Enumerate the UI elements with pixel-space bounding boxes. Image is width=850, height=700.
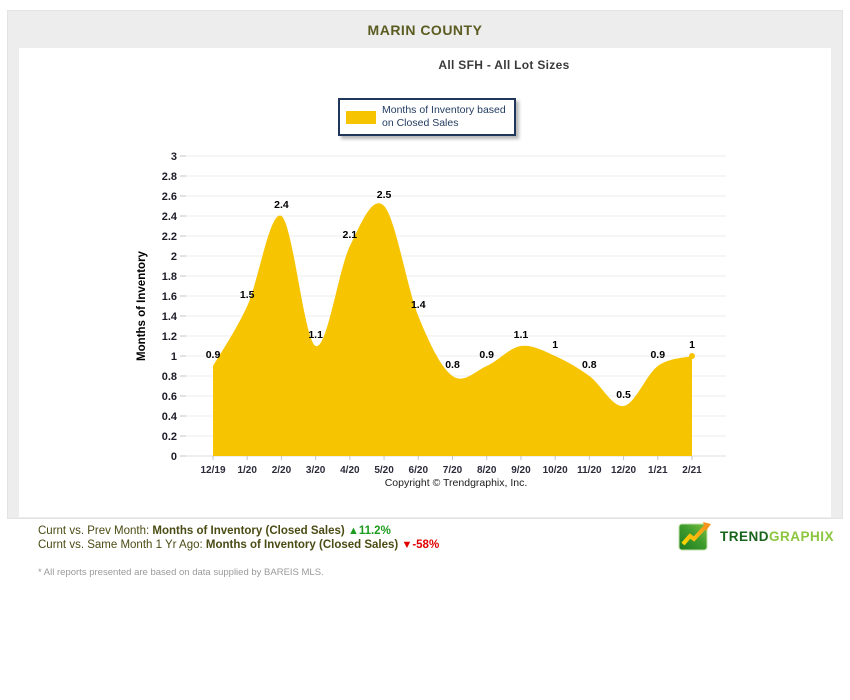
svg-text:12/19: 12/19 <box>200 465 225 476</box>
trendgraphix-logo: TRENDGRAPHIX <box>678 520 834 552</box>
legend-label: Months of Inventory based on Closed Sale… <box>382 104 506 130</box>
svg-text:7/20: 7/20 <box>443 465 463 476</box>
svg-text:1.5: 1.5 <box>240 289 255 301</box>
svg-text:3: 3 <box>171 151 177 163</box>
stat-year-ago: Curnt vs. Same Month 1 Yr Ago: Months of… <box>38 538 439 552</box>
svg-text:0.6: 0.6 <box>162 391 177 403</box>
inventory-area-chart: Months of Inventory 0 0.2 0.4 0.6 0.8 1 1.2 1.4… <box>136 151 726 476</box>
chart-subtitle: All SFH - All Lot Sizes <box>438 58 570 72</box>
stat-prefix: Curnt vs. Same Month 1 Yr Ago: <box>38 539 206 551</box>
stat-prefix: Curnt vs. Prev Month: <box>38 525 153 537</box>
area-series <box>213 203 695 456</box>
svg-text:1.4: 1.4 <box>411 299 426 311</box>
svg-text:2/21: 2/21 <box>682 465 702 476</box>
stat-metric: Months of Inventory (Closed Sales) <box>152 525 348 537</box>
legend-swatch-icon <box>346 110 376 124</box>
svg-text:12/20: 12/20 <box>611 465 636 476</box>
comparison-stats: Curnt vs. Prev Month: Months of Inventor… <box>38 524 439 552</box>
svg-text:2.1: 2.1 <box>343 229 358 241</box>
svg-text:2.5: 2.5 <box>377 189 392 201</box>
svg-text:1.8: 1.8 <box>162 271 177 283</box>
svg-text:10/20: 10/20 <box>543 465 568 476</box>
svg-text:1.1: 1.1 <box>514 329 529 341</box>
copyright-note: Copyright © Trendgraphix, Inc. <box>384 477 528 489</box>
svg-text:11/20: 11/20 <box>577 465 602 476</box>
svg-text:1/20: 1/20 <box>237 465 257 476</box>
svg-text:6/20: 6/20 <box>409 465 429 476</box>
svg-text:1: 1 <box>552 339 558 351</box>
chart-legend: Months of Inventory based on Closed Sale… <box>338 98 516 137</box>
svg-text:0.8: 0.8 <box>162 371 177 383</box>
svg-text:1.1: 1.1 <box>308 329 323 341</box>
svg-text:1/21: 1/21 <box>648 465 668 476</box>
svg-text:3/20: 3/20 <box>306 465 326 476</box>
svg-text:0.8: 0.8 <box>582 359 597 371</box>
svg-text:9/20: 9/20 <box>511 465 531 476</box>
svg-text:0.2: 0.2 <box>162 431 177 443</box>
svg-text:0: 0 <box>171 451 177 463</box>
svg-text:2/20: 2/20 <box>272 465 292 476</box>
chart-panel: All SFH - All Lot Sizes Months of Invent… <box>19 48 831 517</box>
stat-value: 11.2% <box>358 525 391 537</box>
svg-text:2.2: 2.2 <box>162 231 177 243</box>
svg-text:8/20: 8/20 <box>477 465 497 476</box>
y-axis-labels: 0 0.2 0.4 0.6 0.8 1 1.2 1.4 1.6 1.8 2 2.2 2.4 2.6 2.8 3 <box>162 151 178 463</box>
svg-text:1.2: 1.2 <box>162 331 177 343</box>
report-frame: MARIN COUNTY All SFH - All Lot Sizes Mon… <box>7 10 843 519</box>
svg-text:1.6: 1.6 <box>162 291 177 303</box>
data-source-footnote: * All reports presented are based on dat… <box>38 567 324 578</box>
svg-text:2.4: 2.4 <box>162 211 178 223</box>
stat-value: -58% <box>412 539 440 551</box>
up-arrow-icon: ▲ <box>347 525 359 537</box>
svg-text:2: 2 <box>171 251 177 263</box>
svg-text:5/20: 5/20 <box>374 465 394 476</box>
y-axis-title: Months of Inventory <box>136 250 148 360</box>
svg-text:2.4: 2.4 <box>274 199 289 211</box>
chart-area: Months of Inventory 0 0.2 0.4 0.6 0.8 1 1.2 1.4… <box>131 146 746 486</box>
data-labels: 0.9 1.5 2.4 1.1 2.1 2.5 1.4 0.8 0.9 1.1 1 0.8 0.5 0.9… <box>206 189 695 401</box>
svg-text:0.9: 0.9 <box>206 349 221 361</box>
x-axis-labels: 12/19 1/20 2/20 3/20 4/20 5/20 6/20 7/20 8/20 9/2… <box>200 456 702 476</box>
svg-text:1.4: 1.4 <box>162 311 178 323</box>
svg-text:0.9: 0.9 <box>479 349 494 361</box>
logo-trend: TREND <box>720 528 769 544</box>
report-title: MARIN COUNTY <box>367 22 483 38</box>
svg-text:2.8: 2.8 <box>162 171 177 183</box>
trendgraphix-logo-icon <box>678 522 711 551</box>
stat-metric: Months of Inventory (Closed Sales) <box>205 539 402 551</box>
svg-text:0.8: 0.8 <box>445 359 460 371</box>
svg-text:0.5: 0.5 <box>616 389 631 401</box>
svg-text:0.9: 0.9 <box>650 349 665 361</box>
logo-graphix: GRAPHIX <box>769 528 835 544</box>
svg-text:4/20: 4/20 <box>340 465 360 476</box>
svg-text:1: 1 <box>689 339 695 351</box>
stat-prev-month: Curnt vs. Prev Month: Months of Inventor… <box>38 524 439 538</box>
logo-wordmark: TRENDGRAPHIX <box>720 529 834 544</box>
svg-text:0.4: 0.4 <box>162 411 178 423</box>
down-arrow-icon: ▼ <box>401 539 413 551</box>
svg-text:1: 1 <box>171 351 177 363</box>
svg-text:2.6: 2.6 <box>162 191 177 203</box>
